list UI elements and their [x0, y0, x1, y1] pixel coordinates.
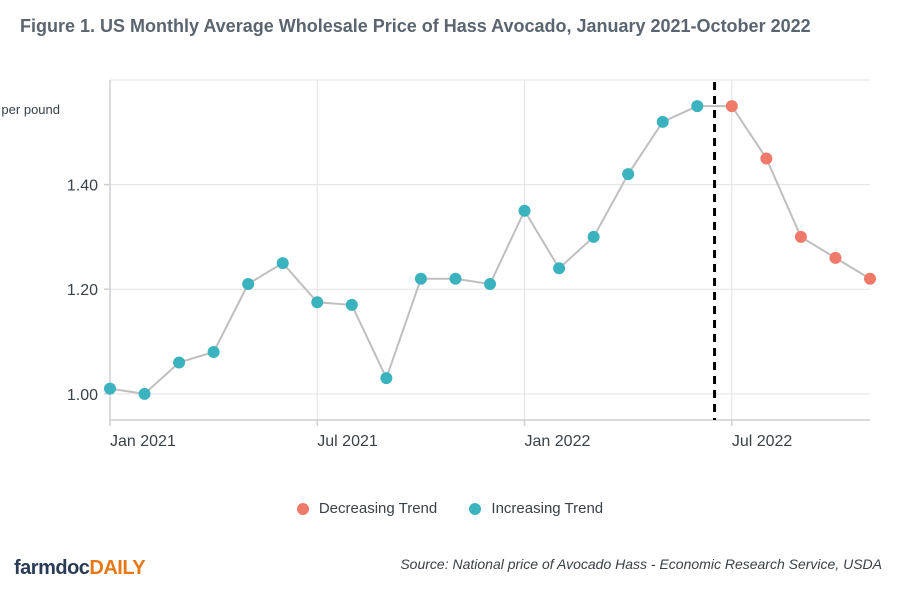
legend-label-increasing: Increasing Trend: [491, 500, 603, 517]
chart-svg: 1.00 1.20 1.40 US $ per pound Jan 2021 Jul 20…: [0, 50, 900, 490]
svg-text:US $ per pound: US $ per pound: [0, 102, 60, 117]
logo: farmdocDAILY: [14, 557, 145, 580]
svg-text:1.20: 1.20: [67, 282, 98, 299]
svg-text:1.40: 1.40: [67, 178, 98, 195]
svg-text:Jan 2021: Jan 2021: [110, 433, 176, 450]
legend-dot-increasing: [469, 503, 481, 515]
logo-part2: DAILY: [89, 557, 145, 579]
legend-item-decreasing: Decreasing Trend: [297, 500, 437, 517]
svg-text:1.00: 1.00: [67, 387, 98, 404]
chart-area: 1.00 1.20 1.40 US $ per pound Jan 2021 Jul 20…: [0, 50, 900, 490]
legend-item-increasing: Increasing Trend: [469, 500, 603, 517]
source-text: Source: National price of Avocado Hass -…: [400, 556, 882, 572]
svg-text:Jul 2021: Jul 2021: [317, 433, 378, 450]
svg-text:Jan 2022: Jan 2022: [525, 433, 591, 450]
legend-label-decreasing: Decreasing Trend: [319, 500, 437, 517]
legend-dot-decreasing: [297, 503, 309, 515]
svg-text:Jul 2022: Jul 2022: [732, 433, 793, 450]
logo-part1: farmdoc: [14, 557, 89, 579]
legend: Decreasing Trend Increasing Trend: [0, 500, 900, 519]
chart-title: Figure 1. US Monthly Average Wholesale P…: [20, 16, 811, 37]
